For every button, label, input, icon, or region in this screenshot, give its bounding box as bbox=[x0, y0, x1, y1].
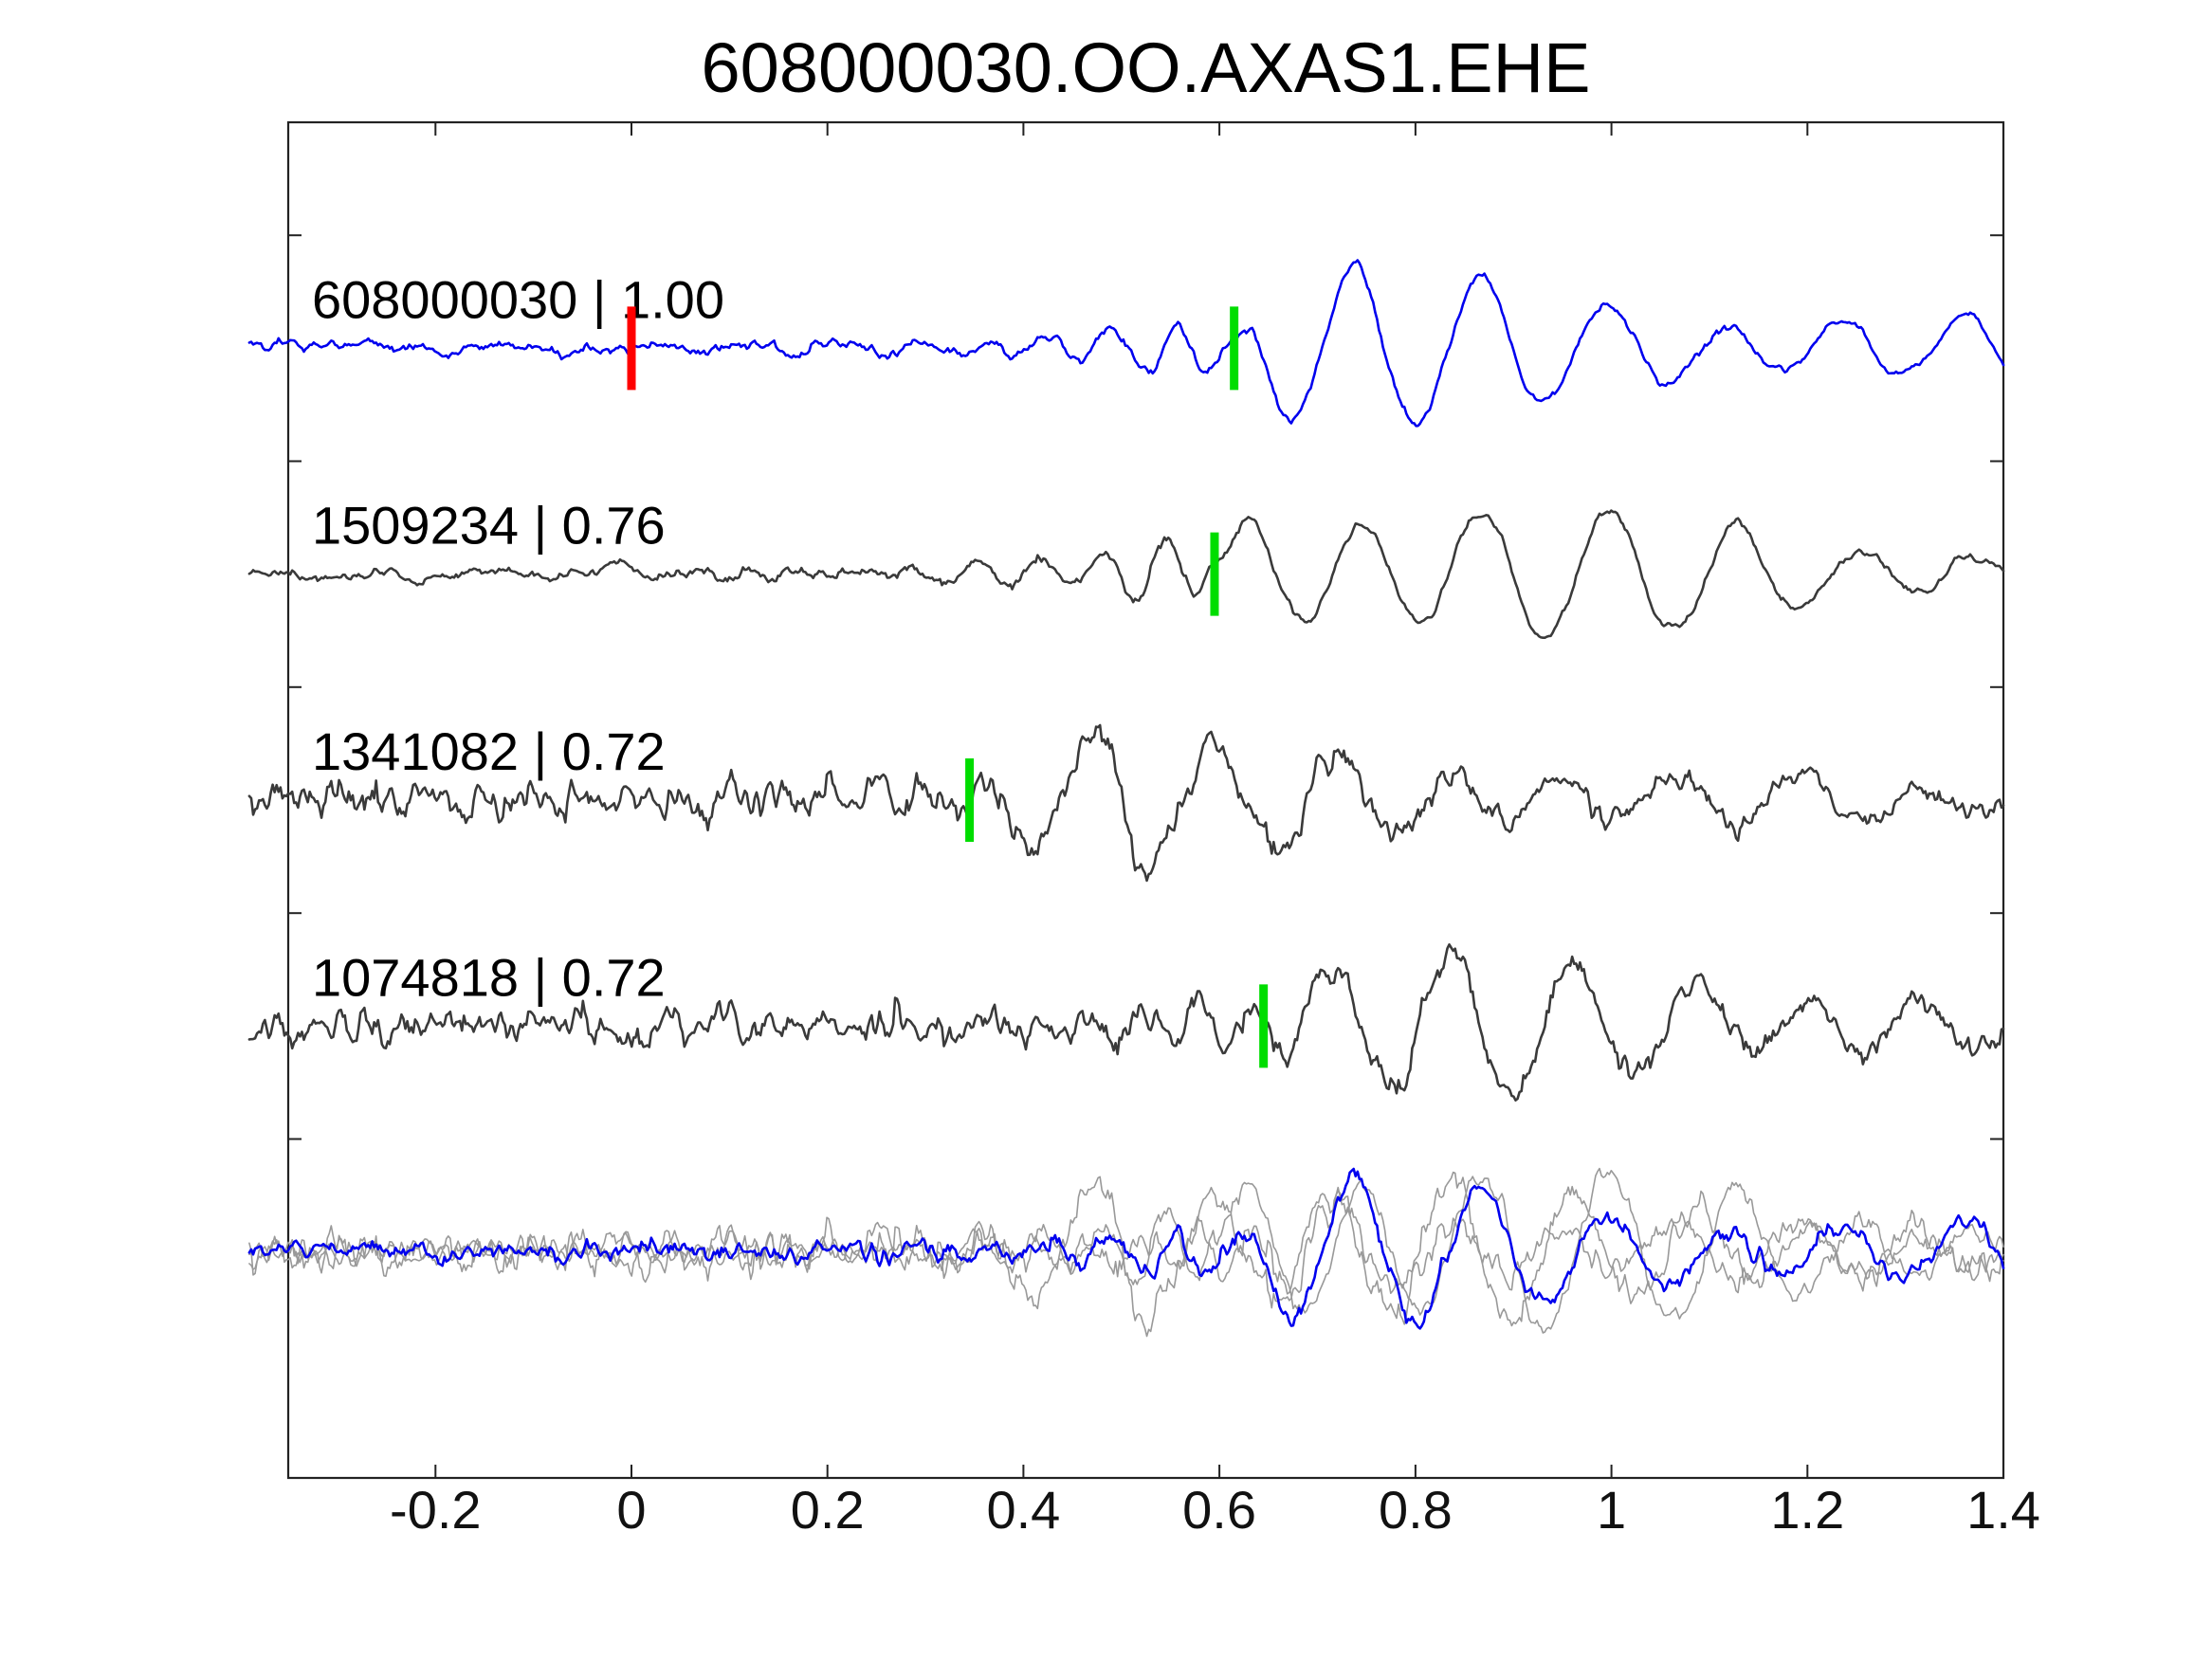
svg-text:608000030 | 1.00: 608000030 | 1.00 bbox=[312, 269, 724, 329]
svg-text:1341082 | 0.72: 1341082 | 0.72 bbox=[312, 721, 666, 781]
svg-text:0: 0 bbox=[616, 1480, 646, 1540]
svg-text:0.4: 0.4 bbox=[986, 1480, 1060, 1540]
svg-text:1: 1 bbox=[1597, 1480, 1626, 1540]
svg-text:-0.2: -0.2 bbox=[390, 1480, 482, 1540]
svg-text:0.6: 0.6 bbox=[1182, 1480, 1256, 1540]
svg-text:1074818 | 0.72: 1074818 | 0.72 bbox=[312, 947, 666, 1007]
svg-text:1509234 | 0.76: 1509234 | 0.76 bbox=[312, 496, 666, 556]
svg-text:0.2: 0.2 bbox=[791, 1480, 865, 1540]
svg-text:0.8: 0.8 bbox=[1379, 1480, 1453, 1540]
svg-text:1.4: 1.4 bbox=[1966, 1480, 2040, 1540]
svg-text:1.2: 1.2 bbox=[1770, 1480, 1844, 1540]
